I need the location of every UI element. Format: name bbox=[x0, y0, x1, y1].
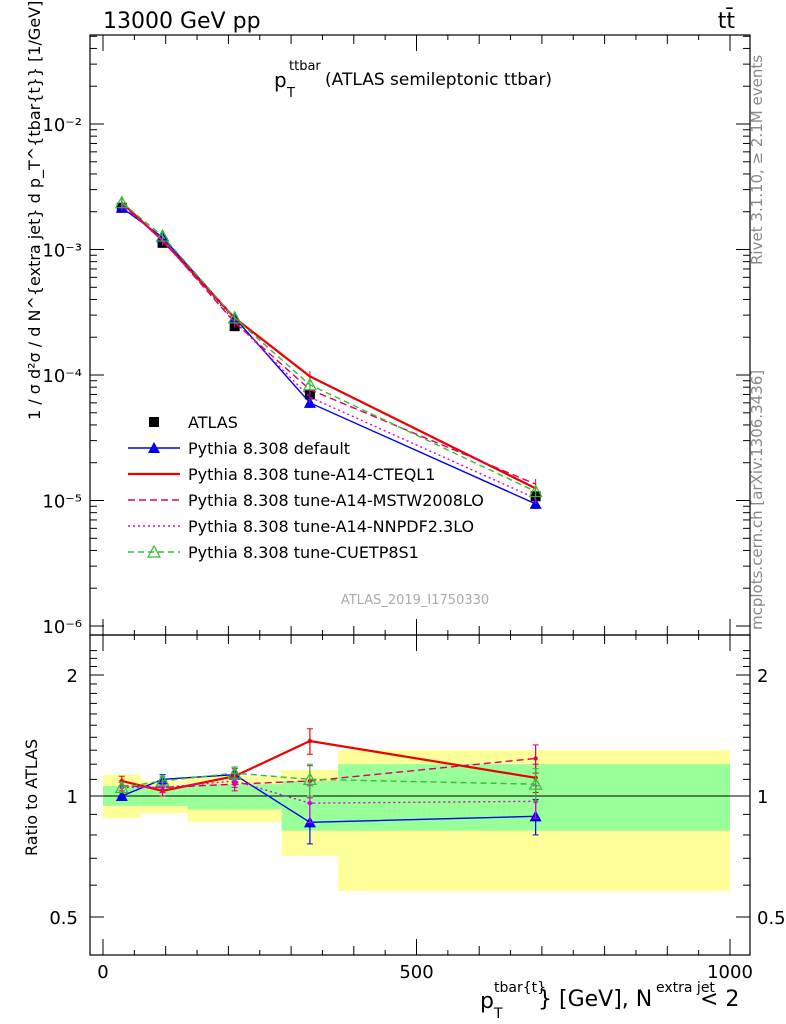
y-tick-label-top: 10⁻³ bbox=[42, 241, 82, 262]
legend-label: Pythia 8.308 tune-CUETP8S1 bbox=[188, 543, 419, 562]
mc-line-ratio bbox=[121, 780, 536, 804]
x-label-sub: T bbox=[493, 1006, 503, 1022]
mc-marker-ratio bbox=[307, 800, 313, 806]
ratio-y-tick-label-left: 1 bbox=[67, 787, 78, 808]
mc-marker-top bbox=[528, 484, 543, 498]
ratio-y-tick-label-left: 0.5 bbox=[49, 908, 78, 929]
x-label-main: p bbox=[480, 989, 494, 1014]
legend-label: Pythia 8.308 default bbox=[188, 439, 350, 458]
mc-line-top bbox=[121, 207, 536, 505]
ratio-plot: 0 500 1000 0.5 0.5 1 1 2 2 bbox=[49, 635, 786, 983]
x-label-sup2: extra jet bbox=[656, 980, 715, 996]
title-sub: T bbox=[286, 86, 295, 101]
mc-marker-ratio bbox=[115, 790, 128, 801]
x-tick-label: 1000 bbox=[707, 962, 753, 983]
y-tick-label-top: 10⁻² bbox=[42, 115, 82, 136]
ratio-y-tick-label-left: 2 bbox=[67, 666, 78, 687]
mc-marker-top bbox=[155, 228, 170, 242]
mc-marker-ratio bbox=[528, 776, 543, 790]
title-sup: ttbar bbox=[289, 59, 321, 74]
legend-marker bbox=[146, 544, 162, 558]
x-label-rest: } [GeV], N bbox=[538, 987, 652, 1012]
title-main: p bbox=[274, 68, 287, 92]
mc-marker-ratio bbox=[302, 772, 317, 785]
ratio-y-tick-label-right: 1 bbox=[757, 787, 768, 808]
ratio-y-tick-label-right: 0.5 bbox=[757, 908, 786, 929]
legend-marker-atlas bbox=[149, 417, 159, 427]
y-axis-label-top-text: 1 / σ d²σ / d N^{extra jet} d p_T^{tbar{… bbox=[25, 1, 45, 420]
x-tick-label: 500 bbox=[399, 962, 433, 983]
mc-marker-ratio bbox=[155, 773, 170, 787]
x-label-sup: tbar{t} bbox=[494, 980, 546, 996]
ratio-y-tick-label-right: 2 bbox=[757, 666, 768, 687]
mc-line-top bbox=[121, 204, 536, 500]
title-rest: (ATLAS semileptonic ttbar) bbox=[325, 70, 552, 90]
ratio-uncertainty-bands bbox=[103, 750, 730, 892]
mc-marker-ratio bbox=[307, 738, 313, 744]
legend-marker bbox=[148, 442, 160, 453]
mc-marker-ratio bbox=[227, 765, 242, 779]
mc-marker-ratio bbox=[114, 780, 129, 794]
legend: ATLAS Pythia 8.308 default Pythia 8.308 tu… bbox=[128, 413, 484, 562]
x-label-end: < 2 bbox=[700, 987, 739, 1012]
x-tick-label: 0 bbox=[97, 962, 108, 983]
mc-marker-top bbox=[227, 310, 242, 324]
legend-label: Pythia 8.308 tune-A14-NNPDF2.3LO bbox=[188, 517, 474, 536]
rivet-label: Rivet 3.1.10, ≥ 2.1M events bbox=[748, 55, 766, 265]
y-tick-label-top: 10⁻⁴ bbox=[42, 366, 82, 387]
header-right: tt̄ bbox=[718, 8, 736, 34]
legend-label: Pythia 8.308 tune-A14-CTEQL1 bbox=[188, 465, 435, 484]
y-tick-label-top: 10⁻⁵ bbox=[42, 492, 82, 513]
analysis-id: ATLAS_2019_I1750330 bbox=[341, 593, 489, 608]
y-tick-label-top: 10⁻⁶ bbox=[42, 617, 82, 638]
mcplots-label: mcplots.cern.ch [arXiv:1306.3436] bbox=[748, 370, 766, 630]
header-left: 13000 GeV pp bbox=[103, 9, 261, 34]
mc-marker-ratio bbox=[533, 756, 538, 761]
plot-title: p T ttbar (ATLAS semileptonic ttbar) bbox=[274, 59, 552, 101]
mc-marker-top bbox=[114, 195, 129, 209]
y-axis-label-top: 1 / σ d²σ / d N^{extra jet} d p_T^{tbar{… bbox=[25, 1, 45, 420]
main-plot: 10⁻⁶ 10⁻⁵ 10⁻⁴ 10⁻³ 10⁻² bbox=[42, 35, 750, 638]
legend-label-atlas: ATLAS bbox=[188, 413, 238, 432]
mc-marker-top bbox=[302, 377, 317, 391]
bottom-frame bbox=[89, 634, 751, 956]
y-axis-label-bottom: Ratio to ATLAS bbox=[22, 739, 41, 856]
x-axis-label: p T tbar{t} } [GeV], N extra jet < 2 bbox=[480, 980, 739, 1022]
legend-label: Pythia 8.308 tune-A14-MSTW2008LO bbox=[188, 491, 484, 510]
